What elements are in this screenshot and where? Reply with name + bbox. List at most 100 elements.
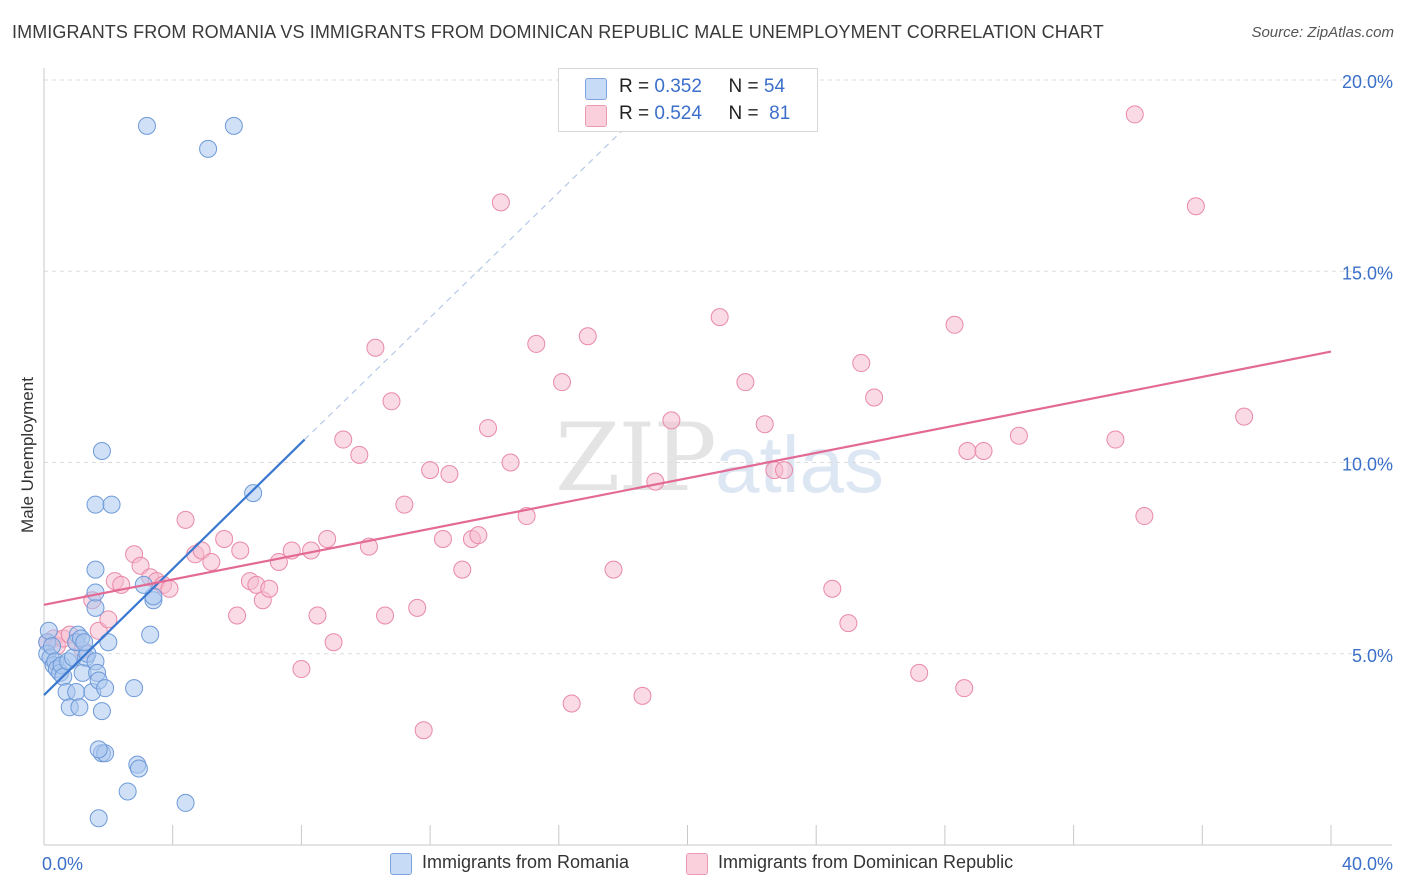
data-point-dominican — [395, 495, 414, 514]
x-tick-label: 0.0% — [42, 854, 83, 874]
romania-swatch — [390, 853, 412, 875]
data-point-romania — [86, 495, 105, 514]
series-romania-points — [38, 116, 263, 828]
data-point-dominican — [1235, 407, 1254, 426]
data-point-romania — [43, 637, 62, 656]
series-dominican-points — [38, 105, 1254, 740]
data-point-dominican — [228, 606, 247, 625]
watermark-zip: ZIP — [555, 404, 715, 513]
data-point-dominican — [231, 541, 250, 560]
data-point-dominican — [160, 579, 179, 598]
data-point-dominican — [408, 598, 427, 617]
data-point-dominican — [736, 373, 755, 392]
data-point-dominican — [562, 694, 581, 713]
data-point-dominican — [517, 507, 536, 526]
data-point-dominican — [955, 679, 974, 698]
y-tick-label: 5.0% — [1352, 646, 1393, 666]
legend-label-romania: Immigrants from Romania — [422, 852, 630, 872]
data-point-dominican — [215, 530, 234, 548]
trend-line-romania — [43, 438, 306, 696]
y-tick-label: 20.0% — [1342, 72, 1393, 92]
data-point-romania — [86, 560, 105, 579]
watermark-atlas: atlas — [715, 420, 884, 509]
x-tick-labels: 0.0% 40.0% — [42, 854, 1393, 874]
correlation-legend: R = 0.352 N = 54 R = 0.524 N = 81 — [558, 68, 818, 132]
legend-n-value-dominican: 81 — [763, 103, 791, 124]
data-point-romania — [118, 782, 137, 801]
data-point-dominican — [974, 442, 993, 461]
data-point-dominican — [865, 388, 884, 407]
data-point-romania — [129, 759, 148, 778]
chart-title: IMMIGRANTS FROM ROMANIA VS IMMIGRANTS FR… — [12, 22, 1104, 42]
data-point-dominican — [366, 338, 385, 357]
y-tick-labels: 5.0% 10.0% 15.0% 20.0% — [1342, 72, 1393, 666]
legend-r-label: R = — [619, 103, 650, 124]
data-point-romania — [89, 740, 108, 759]
data-point-dominican — [775, 461, 794, 480]
legend-r-label: R = — [619, 76, 650, 97]
data-point-romania — [102, 495, 121, 514]
data-point-dominican — [633, 686, 652, 705]
data-point-romania — [86, 598, 105, 617]
data-point-romania — [224, 116, 243, 135]
data-point-dominican — [945, 315, 964, 334]
data-point-dominican — [260, 579, 279, 598]
legend-n-label: N = — [728, 103, 759, 124]
data-point-dominican — [89, 621, 108, 640]
axes — [43, 68, 1392, 846]
trend-line-romania-extension — [304, 129, 624, 440]
data-point-romania — [39, 621, 58, 640]
watermark: ZIP atlas — [555, 404, 884, 513]
y-tick-label: 15.0% — [1342, 263, 1393, 283]
data-point-dominican — [852, 354, 871, 373]
data-point-romania — [92, 702, 111, 721]
data-point-romania — [75, 633, 94, 652]
legend-r-value-romania: 0.352 — [654, 76, 702, 97]
data-point-dominican — [131, 556, 150, 575]
data-point-dominican — [1125, 105, 1144, 124]
data-point-dominican — [421, 461, 440, 480]
data-point-dominican — [414, 721, 433, 740]
data-point-dominican — [334, 430, 353, 449]
data-point-dominican — [99, 610, 118, 629]
legend-r-value-dominican: 0.524 — [654, 103, 702, 124]
data-point-dominican — [710, 308, 729, 327]
data-point-romania — [89, 809, 108, 828]
data-point-dominican — [527, 334, 546, 353]
data-point-dominican — [755, 415, 774, 434]
legend-label-dominican: Immigrants from Dominican Republic — [718, 852, 1014, 872]
dominican-swatch — [585, 105, 607, 127]
data-point-dominican — [578, 327, 597, 346]
data-point-dominican — [1106, 430, 1125, 449]
data-point-dominican — [376, 606, 395, 625]
data-point-dominican — [646, 472, 665, 491]
data-point-dominican — [308, 606, 327, 625]
trend-line-dominican — [43, 350, 1332, 606]
data-point-romania — [67, 683, 86, 701]
data-point-dominican — [553, 373, 572, 392]
data-point-dominican — [662, 411, 681, 430]
data-point-romania — [137, 116, 156, 135]
romania-swatch — [585, 78, 607, 100]
data-point-dominican — [1009, 426, 1028, 445]
data-point-dominican — [479, 419, 498, 438]
data-point-dominican — [823, 579, 842, 598]
legend-n-label: N = — [728, 76, 759, 97]
data-point-dominican — [292, 660, 311, 679]
data-point-dominican — [491, 193, 510, 212]
data-point-dominican — [1186, 197, 1205, 216]
data-point-romania — [199, 139, 218, 158]
data-point-dominican — [1135, 507, 1154, 526]
data-point-dominican — [382, 392, 401, 411]
data-point-romania — [141, 625, 160, 644]
data-point-dominican — [318, 530, 337, 548]
x-ticks — [172, 825, 1332, 845]
data-point-dominican — [501, 453, 520, 472]
data-point-dominican — [440, 464, 459, 483]
x-tick-label: 40.0% — [1342, 854, 1393, 874]
data-point-dominican — [453, 560, 472, 579]
trend-lines — [43, 129, 1332, 696]
data-point-romania — [96, 679, 115, 698]
data-point-dominican — [350, 445, 369, 464]
